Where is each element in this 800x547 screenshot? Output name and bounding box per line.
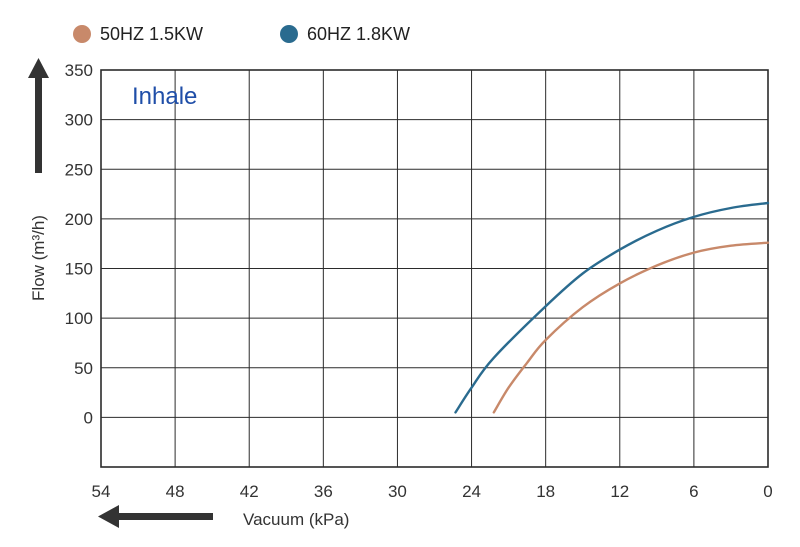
y-tick-label: 250 bbox=[65, 160, 93, 179]
x-tick-label: 12 bbox=[610, 482, 629, 501]
y-tick-label: 50 bbox=[74, 359, 93, 378]
legend: 50HZ 1.5KW 60HZ 1.8KW bbox=[73, 24, 410, 44]
series-line-2 bbox=[454, 201, 770, 414]
x-axis-title: Vacuum (kPa) bbox=[243, 510, 349, 529]
chart-annotation: Inhale bbox=[132, 83, 197, 110]
grid bbox=[100, 69, 769, 468]
series-lines bbox=[454, 201, 770, 414]
x-tick-label: 24 bbox=[462, 482, 481, 501]
x-tick-labels: 0 6 12 18 24 30 36 42 48 54 bbox=[92, 482, 773, 501]
y-tick-labels: 0 50 100 150 200 250 300 350 bbox=[65, 61, 93, 427]
x-axis-arrow bbox=[98, 505, 213, 528]
series-line-1 bbox=[492, 241, 770, 414]
y-tick-label: 350 bbox=[65, 61, 93, 80]
y-axis-arrow bbox=[28, 58, 49, 173]
legend-swatch-1 bbox=[73, 25, 91, 43]
y-tick-label: 0 bbox=[84, 408, 93, 427]
y-tick-label: 100 bbox=[65, 309, 93, 328]
x-tick-label: 54 bbox=[92, 482, 111, 501]
legend-label-2: 60HZ 1.8KW bbox=[307, 24, 410, 44]
y-tick-label: 200 bbox=[65, 210, 93, 229]
y-tick-label: 300 bbox=[65, 111, 93, 130]
x-tick-label: 48 bbox=[166, 482, 185, 501]
legend-swatch-2 bbox=[280, 25, 298, 43]
legend-label-1: 50HZ 1.5KW bbox=[100, 24, 203, 44]
x-tick-label: 36 bbox=[314, 482, 333, 501]
x-tick-label: 18 bbox=[536, 482, 555, 501]
x-tick-label: 0 bbox=[763, 482, 772, 501]
x-tick-label: 30 bbox=[388, 482, 407, 501]
y-axis-title: Flow (m³/h) bbox=[29, 215, 48, 301]
x-tick-label: 42 bbox=[240, 482, 259, 501]
y-tick-label: 150 bbox=[65, 260, 93, 279]
x-tick-label: 6 bbox=[689, 482, 698, 501]
